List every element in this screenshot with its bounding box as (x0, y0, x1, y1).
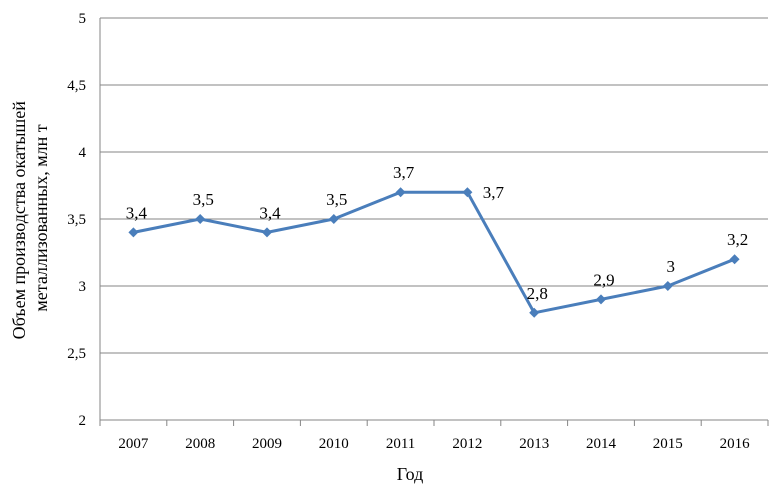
series-layer (128, 187, 740, 318)
x-tick-label: 2013 (519, 436, 549, 452)
data-label: 2,8 (527, 284, 548, 303)
data-point (662, 281, 673, 291)
x-tick-label: 2012 (452, 436, 482, 452)
data-point (462, 187, 473, 198)
data-labels: 3,4 3,5 3,4 3,5 3,7 3,7 2,8 2,9 3 3,2 (126, 163, 748, 303)
data-label: 3,2 (727, 230, 748, 249)
data-point (195, 214, 206, 224)
y-axis-title-line-1: Объем производства окатышей (9, 101, 29, 340)
data-label: 3,7 (393, 163, 415, 182)
data-label: 2,9 (593, 270, 614, 289)
data-point (128, 227, 139, 238)
y-tick-label: 4 (79, 145, 87, 161)
data-label: 3,4 (259, 203, 281, 222)
y-tick-label: 2,5 (67, 346, 86, 362)
data-label: 3,5 (193, 190, 214, 209)
x-tick-label: 2014 (586, 436, 617, 452)
data-point (596, 294, 606, 305)
data-point (262, 227, 272, 238)
data-point (729, 254, 740, 265)
x-tick-label: 2008 (185, 436, 215, 452)
y-tick-label: 5 (79, 11, 87, 27)
y-axis-title: Объем производства окатышей металлизован… (9, 97, 51, 340)
data-label: 3 (667, 257, 676, 276)
x-tick-label: 2007 (118, 436, 149, 452)
y-axis-ticks: 2 2,5 3 3,5 4 4,5 5 (67, 11, 86, 429)
y-tick-label: 2 (79, 413, 87, 429)
x-axis-title: Год (397, 464, 423, 484)
y-tick-label: 3,5 (67, 212, 86, 228)
x-axis-ticks: 2007 2008 2009 2010 2011 2012 2013 2014 2015 2016 (118, 436, 750, 452)
x-tick-label: 2010 (319, 436, 349, 452)
y-axis-title-line-2: металлизованных, млн т (31, 124, 51, 311)
x-tick-label: 2016 (720, 436, 751, 452)
x-tick-label: 2015 (653, 436, 683, 452)
grid (99, 17, 769, 426)
y-tick-label: 3 (79, 279, 87, 295)
x-tick-label: 2009 (252, 436, 282, 452)
y-tick-label: 4,5 (67, 78, 86, 94)
series-line (133, 190, 736, 315)
x-tick-label: 2011 (386, 436, 415, 452)
data-label: 3,7 (483, 183, 505, 202)
data-point (529, 307, 540, 318)
data-label: 3,4 (126, 203, 148, 222)
data-point (328, 214, 339, 224)
data-label: 3,5 (326, 190, 347, 209)
data-point (395, 187, 406, 198)
